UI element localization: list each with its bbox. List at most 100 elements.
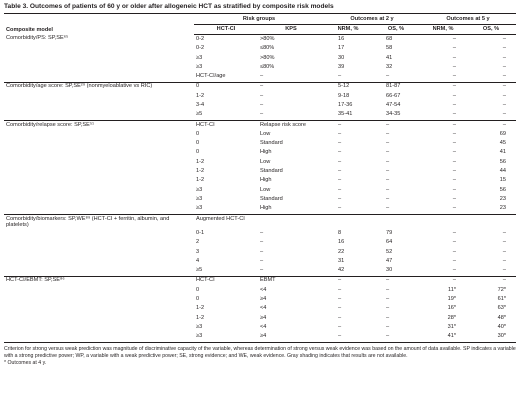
table-row: 1-2 <4 – – 16* 63* [4, 305, 516, 314]
table-row: ≥3 ≥4– –41* 30* [4, 332, 517, 344]
cell-kps: <4 [260, 305, 267, 312]
cell-nrm-2y: 30 [338, 54, 345, 61]
table-row: 3-4 – 17-36 47-54 – – [4, 101, 516, 110]
cell-hct-ci: Augmented HCT-CI [194, 214, 258, 230]
table-row: 2 – 16 64 – – [4, 239, 516, 248]
cell-os-2y: – [372, 332, 421, 344]
cell-os-5y: – [502, 239, 507, 246]
cell-nrm-2y: – [338, 314, 342, 321]
cell-nrm-2y: – [338, 286, 342, 293]
cell-os-2y: 66-67 [386, 92, 401, 99]
cell-hct-ci: 4 [196, 257, 200, 264]
table-row: 1-2 Low – – – 56 [4, 158, 516, 167]
cell-os-5y: 23 [499, 195, 507, 202]
table-footnote: Criterion for strong versus weak predict… [4, 346, 516, 366]
cell-kps: EBMT [258, 275, 325, 287]
cell-nrm-2y: 9-18 [338, 92, 350, 99]
table-row: HCT-CI/EBMT: SP,SE⁸⁶ HCT-CI EBMT – – – – [4, 275, 517, 287]
cell-os-2y [372, 214, 421, 230]
cell-hct-ci: 3-4 [196, 101, 205, 108]
table-row: Comorbidity/age score: SP,SE²⁹ (nonmyelo… [4, 81, 517, 93]
cell-nrm-5y: – [452, 168, 457, 175]
cell-hct-ci: ≥3 [194, 332, 258, 344]
cell-composite-model [4, 205, 194, 215]
cell-nrm-5y: – [452, 130, 457, 137]
cell-nrm-2y: – [338, 186, 342, 193]
cell-hct-ci: ≥3 [196, 186, 203, 193]
header-outcomes-5y: Outcomes at 5 y [420, 13, 517, 25]
cell-hct-ci: 1-2 [196, 314, 205, 321]
cell-nrm-5y: – [452, 248, 457, 255]
cell-nrm-2y: 35-41 [338, 111, 353, 118]
cell-composite-model [4, 130, 194, 139]
cell-os-2y: – [386, 314, 390, 321]
cell-os-5y: – [502, 73, 507, 80]
cell-composite-model [4, 314, 194, 323]
cell-nrm-2y: 16 [338, 35, 345, 42]
cell-composite-model [4, 158, 194, 167]
cell-hct-ci: 0 [196, 140, 200, 147]
cell-os-2y: – [372, 120, 421, 131]
cell-os-5y: – [502, 92, 507, 99]
cell-os-5y: 56 [499, 186, 507, 193]
cell-hct-ci: HCT-CI [194, 275, 258, 287]
cell-os-5y: 63* [497, 305, 507, 312]
cell-hct-ci: 1-2 [196, 305, 205, 312]
cell-composite-model [4, 54, 194, 63]
cell-nrm-5y: 16* [447, 305, 457, 312]
header-kps: KPS [258, 24, 325, 36]
cell-os-5y: 23 [499, 205, 507, 212]
cell-hct-ci: 1-2 [196, 177, 205, 184]
cell-composite-model: Comorbidity/relapse score: SP,SE⁵¹ [4, 120, 194, 131]
cell-os-2y: – [386, 158, 390, 165]
cell-nrm-2y: 5-12 [324, 81, 373, 93]
cell-os-2y: 30 [386, 267, 393, 274]
cell-composite-model [4, 63, 194, 72]
cell-os-2y: 47-54 [386, 101, 401, 108]
table-row: HCT-CI/age – – – – – [4, 73, 516, 83]
cell-kps: High [260, 149, 272, 156]
cell-composite-model [4, 229, 194, 238]
cell-composite-model [4, 323, 194, 332]
cell-composite-model [4, 239, 194, 248]
cell-hct-ci: ≥3 [196, 54, 203, 61]
cell-hct-ci: 0 [196, 286, 200, 293]
cell-kps: ≥4 [260, 296, 267, 303]
table-row: 3 – 22 52 – – [4, 248, 516, 257]
cell-os-2y: – [372, 275, 421, 287]
cell-os-5y: – [502, 101, 507, 108]
cell-kps: Standard [260, 195, 283, 202]
table-row: 1-2 – 9-18 66-67 – – [4, 92, 516, 101]
cell-nrm-2y: 17-36 [338, 101, 353, 108]
cell-kps: – [260, 111, 264, 118]
header-os-5y: OS, % [466, 24, 517, 36]
cell-nrm-5y [420, 214, 467, 230]
table-row: 1-2 Standard – – – 44 [4, 168, 516, 177]
cell-os-2y: 52 [386, 248, 393, 255]
table-row: 1-2 ≥4 – – 28* 48* [4, 314, 516, 323]
cell-composite-model [4, 73, 194, 83]
cell-kps: High [260, 177, 272, 184]
cell-nrm-5y: – [452, 140, 457, 147]
table-row: ≥3 High – – – 23 [4, 205, 516, 215]
cell-kps: ≥4 [258, 332, 325, 344]
cell-os-2y: – [386, 130, 390, 137]
cell-composite-model [4, 257, 194, 266]
table-row: 1-2 High – – – 15 [4, 177, 516, 186]
table-row: Comorbidity/relapse score: SP,SE⁵¹ HCT-CI… [4, 120, 517, 131]
cell-kps: ≤80% [260, 63, 275, 70]
table-row: ≥3 <4 – – 31* 40* [4, 323, 516, 332]
cell-hct-ci: 0 [196, 130, 200, 137]
cell-nrm-5y: – [452, 257, 457, 264]
cell-kps: – [260, 248, 264, 255]
cell-composite-model [4, 168, 194, 177]
table-row: ≥3 Standard – – – 23 [4, 195, 516, 204]
cell-os-5y: 30* [466, 332, 517, 344]
cell-nrm-2y: 31 [338, 257, 345, 264]
table-row: 0 High – – – 41 [4, 149, 516, 158]
cell-nrm-2y: – [338, 168, 342, 175]
cell-nrm-5y: 19* [447, 296, 457, 303]
cell-hct-ci: HCT-CI [194, 120, 258, 131]
cell-composite-model [4, 92, 194, 101]
cell-composite-model [4, 111, 194, 121]
